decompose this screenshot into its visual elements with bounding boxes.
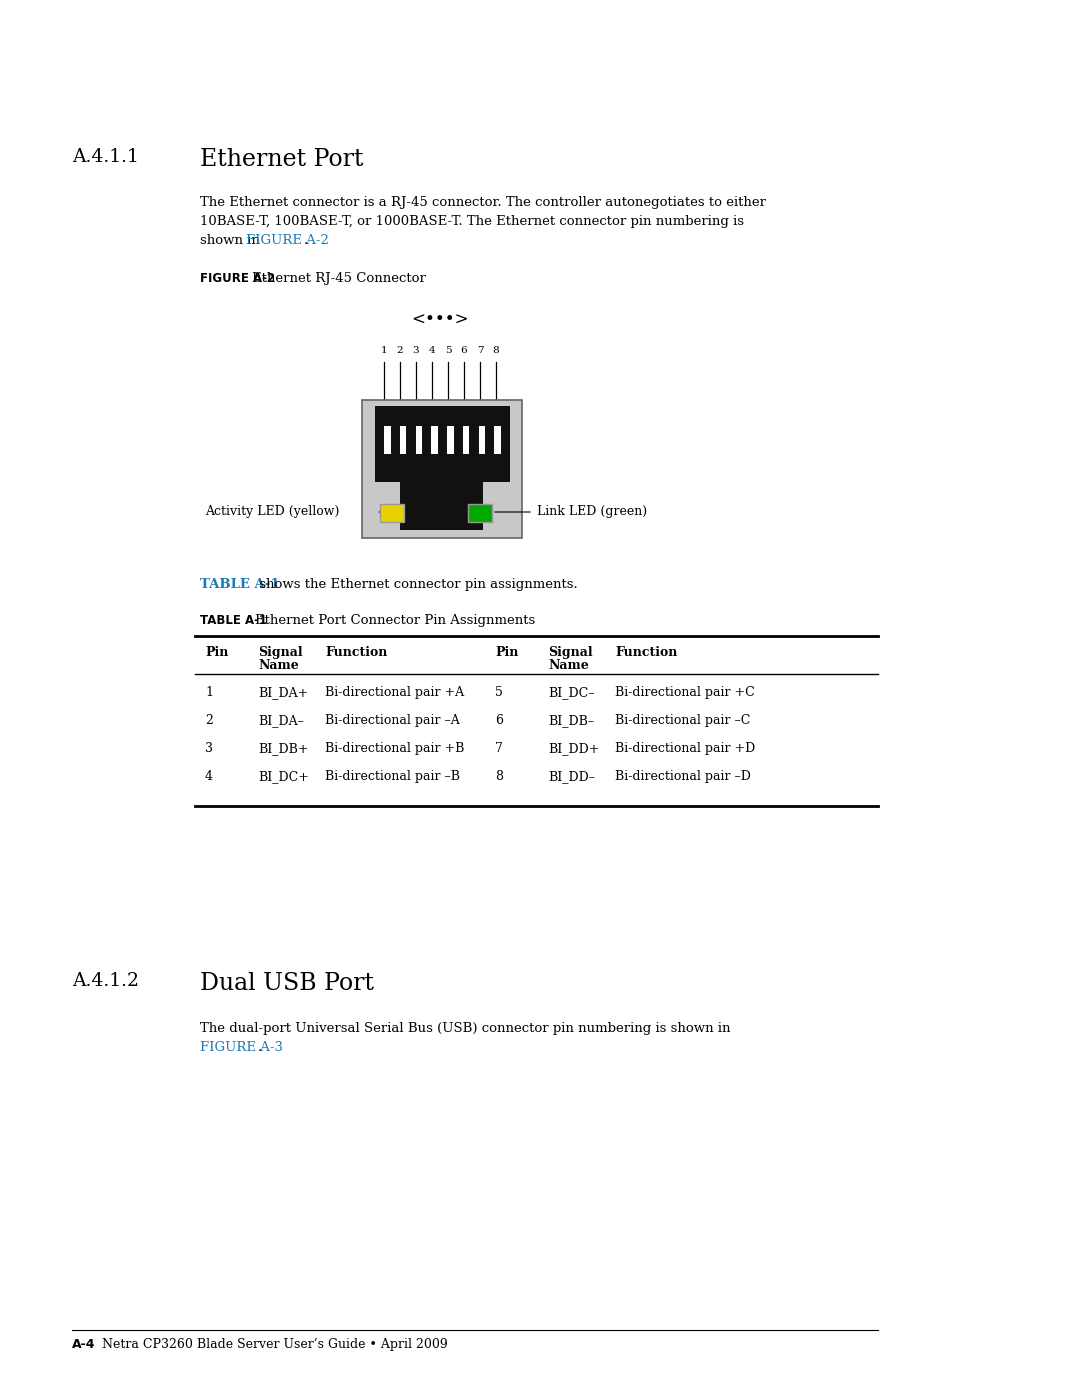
Text: 4: 4 <box>205 770 213 782</box>
Text: BI_DD–: BI_DD– <box>548 770 595 782</box>
Text: Bi-directional pair +B: Bi-directional pair +B <box>325 742 464 754</box>
Text: .: . <box>303 235 308 247</box>
Bar <box>362 400 522 538</box>
Text: Bi-directional pair –A: Bi-directional pair –A <box>325 714 460 726</box>
Text: BI_DA–: BI_DA– <box>258 714 303 726</box>
Text: BI_DC+: BI_DC+ <box>258 770 309 782</box>
Text: Signal: Signal <box>548 645 593 659</box>
Text: 5: 5 <box>445 346 451 355</box>
Text: Pin: Pin <box>495 645 518 659</box>
Text: Bi-directional pair +D: Bi-directional pair +D <box>615 742 755 754</box>
Text: Bi-directional pair +C: Bi-directional pair +C <box>615 686 755 698</box>
Bar <box>400 426 406 454</box>
Text: 1: 1 <box>380 346 388 355</box>
Text: BI_DB+: BI_DB+ <box>258 742 309 754</box>
Text: Bi-directional pair –D: Bi-directional pair –D <box>615 770 751 782</box>
Text: 2: 2 <box>396 346 403 355</box>
Bar <box>431 426 437 454</box>
Text: Link LED (green): Link LED (green) <box>537 506 647 518</box>
Text: Bi-directional pair –C: Bi-directional pair –C <box>615 714 751 726</box>
Text: Bi-directional pair –B: Bi-directional pair –B <box>325 770 460 782</box>
Text: 7: 7 <box>495 742 503 754</box>
Bar <box>384 426 391 454</box>
Bar <box>416 426 422 454</box>
Bar <box>400 482 483 529</box>
Bar <box>380 504 404 522</box>
Text: 2: 2 <box>205 714 213 726</box>
Text: <•••>: <•••> <box>411 312 469 330</box>
Bar <box>495 426 501 454</box>
Bar <box>447 426 454 454</box>
Bar <box>468 504 492 522</box>
Text: Name: Name <box>258 659 299 672</box>
Text: 10BASE-T, 100BASE-T, or 1000BASE-T. The Ethernet connector pin numbering is: 10BASE-T, 100BASE-T, or 1000BASE-T. The … <box>200 215 744 228</box>
Text: Signal: Signal <box>258 645 302 659</box>
Text: Dual USB Port: Dual USB Port <box>200 972 374 995</box>
Bar <box>463 426 470 454</box>
Text: 7: 7 <box>476 346 484 355</box>
Text: Netra CP3260 Blade Server User’s Guide • April 2009: Netra CP3260 Blade Server User’s Guide •… <box>102 1338 448 1351</box>
Text: Bi-directional pair +A: Bi-directional pair +A <box>325 686 464 698</box>
Text: BI_DC–: BI_DC– <box>548 686 594 698</box>
Text: 3: 3 <box>205 742 213 754</box>
Text: Activity LED (yellow): Activity LED (yellow) <box>205 506 339 518</box>
Text: Ethernet Port Connector Pin Assignments: Ethernet Port Connector Pin Assignments <box>255 615 536 627</box>
Text: 8: 8 <box>492 346 499 355</box>
Text: 4: 4 <box>429 346 435 355</box>
Text: A.4.1.2: A.4.1.2 <box>72 972 139 990</box>
Text: 3: 3 <box>413 346 419 355</box>
Text: shown in: shown in <box>200 235 265 247</box>
Text: Ethernet Port: Ethernet Port <box>200 148 364 170</box>
Text: .: . <box>258 1041 262 1053</box>
Text: 5: 5 <box>495 686 503 698</box>
Text: shows the Ethernet connector pin assignments.: shows the Ethernet connector pin assignm… <box>255 578 578 591</box>
Text: 8: 8 <box>495 770 503 782</box>
Text: 6: 6 <box>495 714 503 726</box>
Text: Pin: Pin <box>205 645 228 659</box>
Text: FIGURE A-3: FIGURE A-3 <box>200 1041 283 1053</box>
Text: 6: 6 <box>461 346 468 355</box>
Text: The Ethernet connector is a RJ-45 connector. The controller autonegotiates to ei: The Ethernet connector is a RJ-45 connec… <box>200 196 766 210</box>
Text: FIGURE A-2: FIGURE A-2 <box>200 272 275 285</box>
Text: A.4.1.1: A.4.1.1 <box>72 148 139 166</box>
Text: Name: Name <box>548 659 589 672</box>
Text: The dual-port Universal Serial Bus (USB) connector pin numbering is shown in: The dual-port Universal Serial Bus (USB)… <box>200 1023 730 1035</box>
Text: TABLE A-1: TABLE A-1 <box>200 615 267 627</box>
Text: Function: Function <box>325 645 388 659</box>
Text: 1: 1 <box>205 686 213 698</box>
Text: Function: Function <box>615 645 677 659</box>
Text: Ethernet RJ-45 Connector: Ethernet RJ-45 Connector <box>252 272 426 285</box>
Bar <box>375 407 510 482</box>
Text: BI_DA+: BI_DA+ <box>258 686 308 698</box>
Text: BI_DD+: BI_DD+ <box>548 742 599 754</box>
Text: A-4: A-4 <box>72 1338 95 1351</box>
Text: TABLE A-1: TABLE A-1 <box>200 578 280 591</box>
Text: BI_DB–: BI_DB– <box>548 714 594 726</box>
Bar <box>478 426 485 454</box>
Text: FIGURE A-2: FIGURE A-2 <box>246 235 329 247</box>
